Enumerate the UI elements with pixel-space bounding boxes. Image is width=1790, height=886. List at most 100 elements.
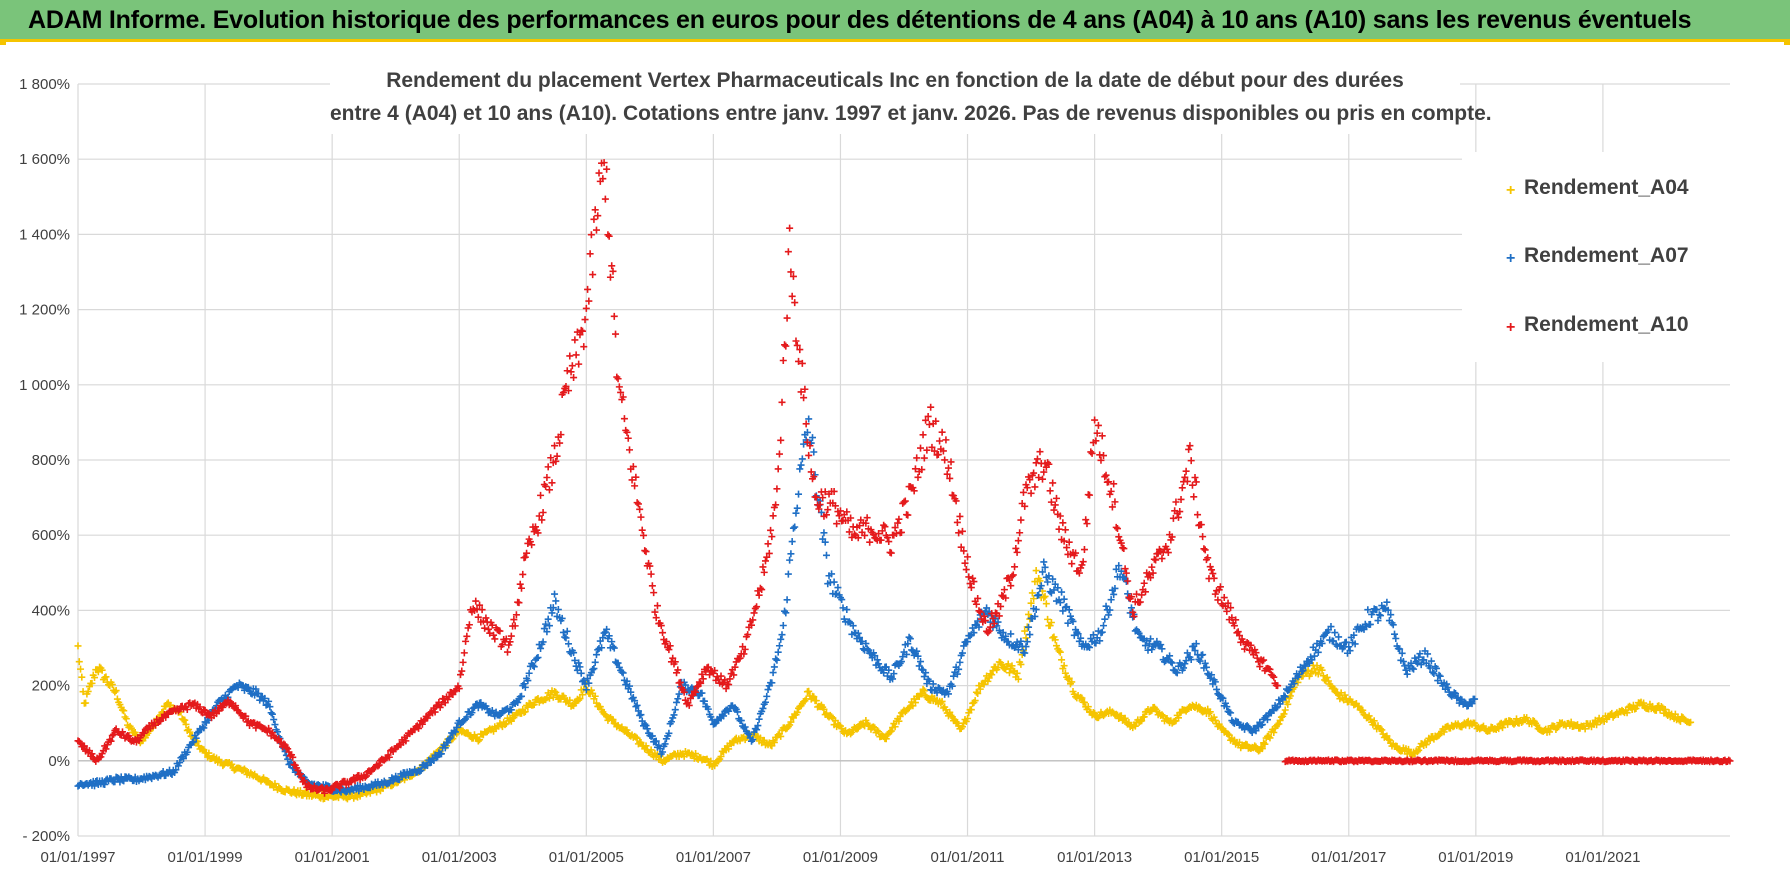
data-point	[786, 224, 794, 232]
data-point	[576, 695, 584, 703]
data-point	[781, 341, 789, 349]
data-point	[77, 665, 85, 673]
data-point	[816, 501, 824, 509]
data-point	[1366, 620, 1374, 628]
data-point	[958, 723, 966, 731]
data-point	[361, 773, 369, 781]
data-point	[591, 206, 599, 214]
data-point	[472, 733, 480, 741]
data-point	[821, 538, 829, 546]
data-point	[1350, 631, 1358, 639]
data-point	[1310, 652, 1318, 660]
data-point	[219, 703, 227, 711]
data-point	[598, 644, 606, 652]
data-point	[1035, 591, 1043, 599]
data-point	[476, 601, 484, 609]
data-point	[637, 513, 645, 521]
data-point	[199, 723, 207, 731]
data-point	[859, 721, 867, 729]
data-point	[1185, 445, 1193, 453]
data-point	[282, 743, 290, 751]
data-point	[632, 473, 640, 481]
data-point	[321, 789, 329, 797]
data-point	[1365, 712, 1373, 720]
data-point	[174, 762, 182, 770]
data-point	[417, 766, 425, 774]
data-point	[897, 528, 905, 536]
data-point	[525, 669, 533, 677]
data-point	[975, 623, 983, 631]
data-point	[1355, 702, 1363, 710]
data-point	[1110, 590, 1118, 598]
data-point	[193, 729, 201, 737]
data-point	[1253, 654, 1261, 662]
data-point	[919, 431, 927, 439]
data-point	[375, 761, 383, 769]
data-point	[1039, 568, 1047, 576]
data-point	[1210, 574, 1218, 582]
data-point	[974, 689, 982, 697]
data-point	[1080, 546, 1088, 554]
data-point	[910, 487, 918, 495]
data-point	[759, 704, 767, 712]
data-point	[1224, 730, 1232, 738]
data-point	[698, 670, 706, 678]
data-point	[919, 685, 927, 693]
data-point	[1284, 700, 1292, 708]
data-point	[122, 715, 130, 723]
data-point	[1182, 467, 1190, 475]
data-point	[463, 632, 471, 640]
data-point	[488, 707, 496, 715]
data-point	[1098, 628, 1106, 636]
data-point	[482, 614, 490, 622]
data-point	[1049, 575, 1057, 583]
x-tick-label: 01/01/2017	[1311, 849, 1386, 866]
data-point	[693, 683, 701, 691]
data-point	[1060, 595, 1068, 603]
data-point	[756, 584, 764, 592]
data-point	[385, 753, 393, 761]
data-point	[609, 267, 617, 275]
data-point	[970, 629, 978, 637]
data-point	[1383, 598, 1391, 606]
data-point	[589, 666, 597, 674]
data-point	[1218, 724, 1226, 732]
data-point	[770, 663, 778, 671]
data-point	[1377, 612, 1385, 620]
data-point	[1075, 569, 1083, 577]
data-point	[704, 705, 712, 713]
data-point	[1084, 703, 1092, 711]
data-point	[614, 375, 622, 383]
data-point	[1004, 660, 1012, 668]
data-point	[1039, 475, 1047, 483]
data-point	[895, 515, 903, 523]
data-point	[787, 550, 795, 558]
data-point	[967, 706, 975, 714]
data-point	[1234, 628, 1242, 636]
data-point	[1148, 646, 1156, 654]
data-point	[1002, 594, 1010, 602]
data-point	[1331, 629, 1339, 637]
data-point	[1051, 501, 1059, 509]
data-point	[619, 669, 627, 677]
data-point	[875, 660, 883, 668]
data-point	[1033, 455, 1041, 463]
data-point	[200, 724, 208, 732]
data-point	[1266, 734, 1274, 742]
data-point	[1004, 638, 1012, 646]
data-point	[720, 712, 728, 720]
data-point	[864, 721, 872, 729]
data-point	[831, 717, 839, 725]
data-point	[571, 336, 579, 344]
data-point	[483, 705, 491, 713]
y-tick-label: 1 200%	[19, 302, 70, 319]
data-point	[1061, 526, 1069, 534]
data-point	[1167, 658, 1175, 666]
data-point	[853, 725, 861, 733]
data-point	[1426, 736, 1434, 744]
data-point	[633, 734, 641, 742]
data-point	[633, 499, 641, 507]
data-point	[445, 693, 453, 701]
data-point	[666, 642, 674, 650]
